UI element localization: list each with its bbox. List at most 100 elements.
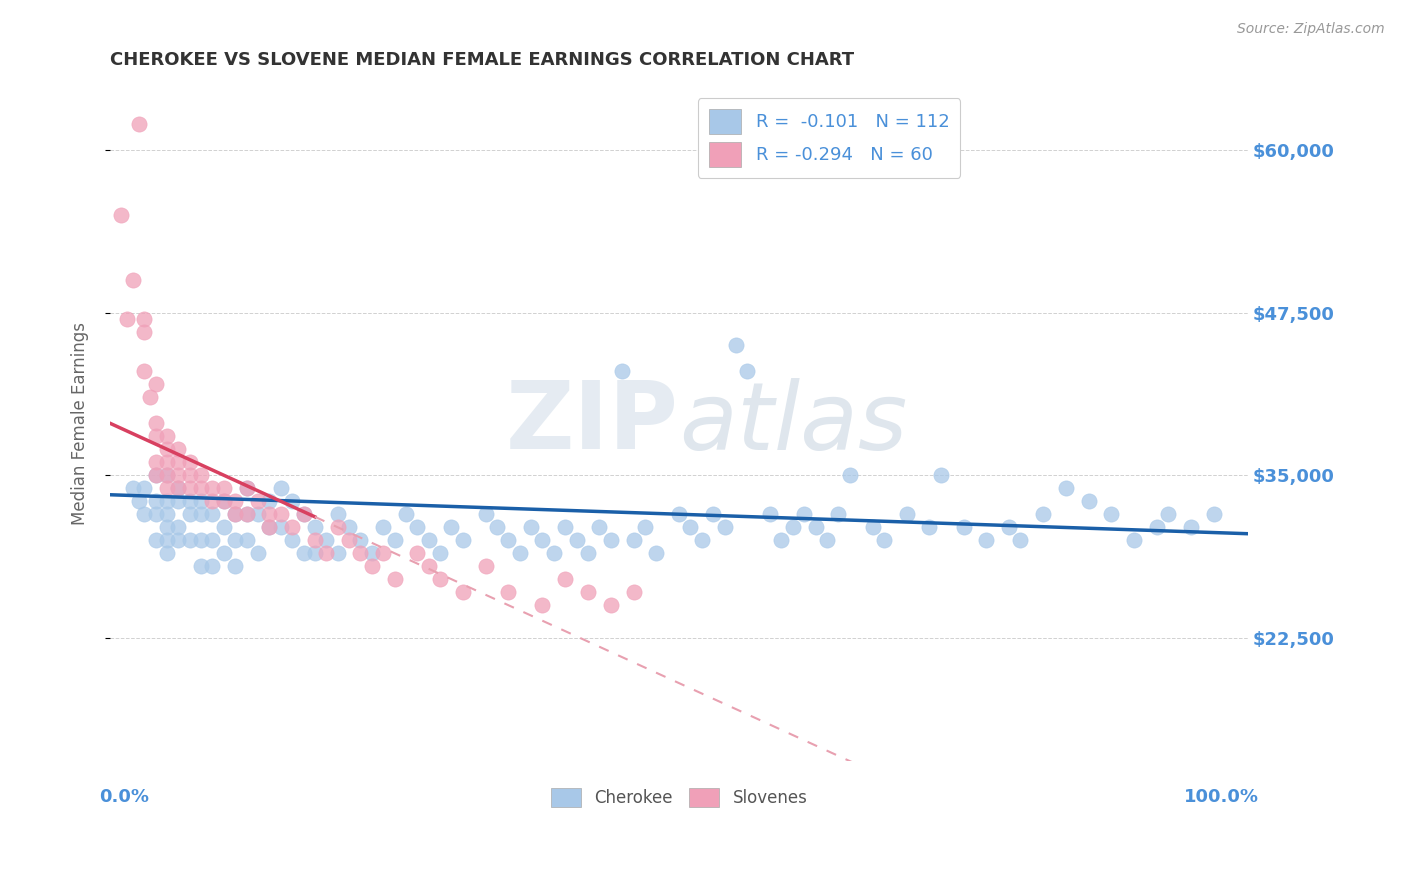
- Point: [134, 364, 156, 378]
- Point: [451, 533, 474, 548]
- Point: [918, 520, 941, 534]
- Point: [737, 364, 759, 378]
- Point: [418, 559, 440, 574]
- Point: [145, 494, 167, 508]
- Point: [384, 533, 406, 548]
- Point: [167, 533, 190, 548]
- Point: [440, 520, 463, 534]
- Point: [259, 494, 281, 508]
- Point: [1054, 481, 1077, 495]
- Point: [292, 507, 315, 521]
- Point: [145, 468, 167, 483]
- Point: [713, 520, 735, 534]
- Point: [190, 559, 212, 574]
- Point: [167, 455, 190, 469]
- Point: [167, 520, 190, 534]
- Point: [498, 585, 520, 599]
- Point: [156, 546, 179, 560]
- Point: [128, 118, 150, 132]
- Point: [304, 520, 326, 534]
- Point: [896, 507, 918, 521]
- Text: Source: ZipAtlas.com: Source: ZipAtlas.com: [1237, 22, 1385, 37]
- Point: [702, 507, 724, 521]
- Point: [588, 520, 610, 534]
- Point: [498, 533, 520, 548]
- Point: [281, 520, 304, 534]
- Point: [212, 494, 235, 508]
- Point: [395, 507, 418, 521]
- Point: [326, 546, 349, 560]
- Point: [406, 520, 429, 534]
- Point: [770, 533, 793, 548]
- Point: [259, 507, 281, 521]
- Point: [156, 520, 179, 534]
- Point: [509, 546, 531, 560]
- Point: [929, 468, 952, 483]
- Point: [793, 507, 815, 521]
- Point: [634, 520, 657, 534]
- Point: [110, 209, 132, 223]
- Point: [179, 455, 201, 469]
- Point: [134, 312, 156, 326]
- Point: [623, 533, 645, 548]
- Point: [576, 546, 599, 560]
- Point: [418, 533, 440, 548]
- Point: [212, 520, 235, 534]
- Point: [139, 390, 162, 404]
- Text: 100.0%: 100.0%: [1184, 788, 1260, 805]
- Point: [190, 468, 212, 483]
- Point: [1180, 520, 1202, 534]
- Point: [167, 442, 190, 457]
- Point: [247, 507, 270, 521]
- Point: [326, 520, 349, 534]
- Point: [259, 520, 281, 534]
- Point: [190, 494, 212, 508]
- Point: [167, 481, 190, 495]
- Point: [212, 546, 235, 560]
- Point: [145, 533, 167, 548]
- Point: [862, 520, 884, 534]
- Point: [1077, 494, 1099, 508]
- Point: [156, 507, 179, 521]
- Point: [1123, 533, 1146, 548]
- Point: [179, 468, 201, 483]
- Point: [145, 417, 167, 431]
- Point: [235, 507, 257, 521]
- Point: [121, 481, 143, 495]
- Point: [543, 546, 565, 560]
- Point: [270, 481, 292, 495]
- Point: [337, 520, 360, 534]
- Point: [474, 507, 496, 521]
- Point: [235, 481, 257, 495]
- Point: [451, 585, 474, 599]
- Point: [429, 546, 451, 560]
- Point: [292, 507, 315, 521]
- Point: [156, 429, 179, 443]
- Point: [1146, 520, 1168, 534]
- Point: [373, 520, 395, 534]
- Point: [145, 429, 167, 443]
- Point: [384, 572, 406, 586]
- Point: [554, 520, 576, 534]
- Point: [201, 494, 224, 508]
- Point: [827, 507, 849, 521]
- Point: [815, 533, 838, 548]
- Point: [304, 546, 326, 560]
- Point: [1157, 507, 1180, 521]
- Point: [247, 546, 270, 560]
- Point: [610, 364, 633, 378]
- Point: [224, 507, 246, 521]
- Point: [315, 546, 337, 560]
- Point: [974, 533, 997, 548]
- Point: [145, 455, 167, 469]
- Point: [690, 533, 713, 548]
- Point: [167, 481, 190, 495]
- Point: [623, 585, 645, 599]
- Point: [998, 520, 1021, 534]
- Point: [121, 273, 143, 287]
- Point: [224, 507, 246, 521]
- Point: [1202, 507, 1225, 521]
- Point: [281, 494, 304, 508]
- Point: [156, 533, 179, 548]
- Point: [156, 455, 179, 469]
